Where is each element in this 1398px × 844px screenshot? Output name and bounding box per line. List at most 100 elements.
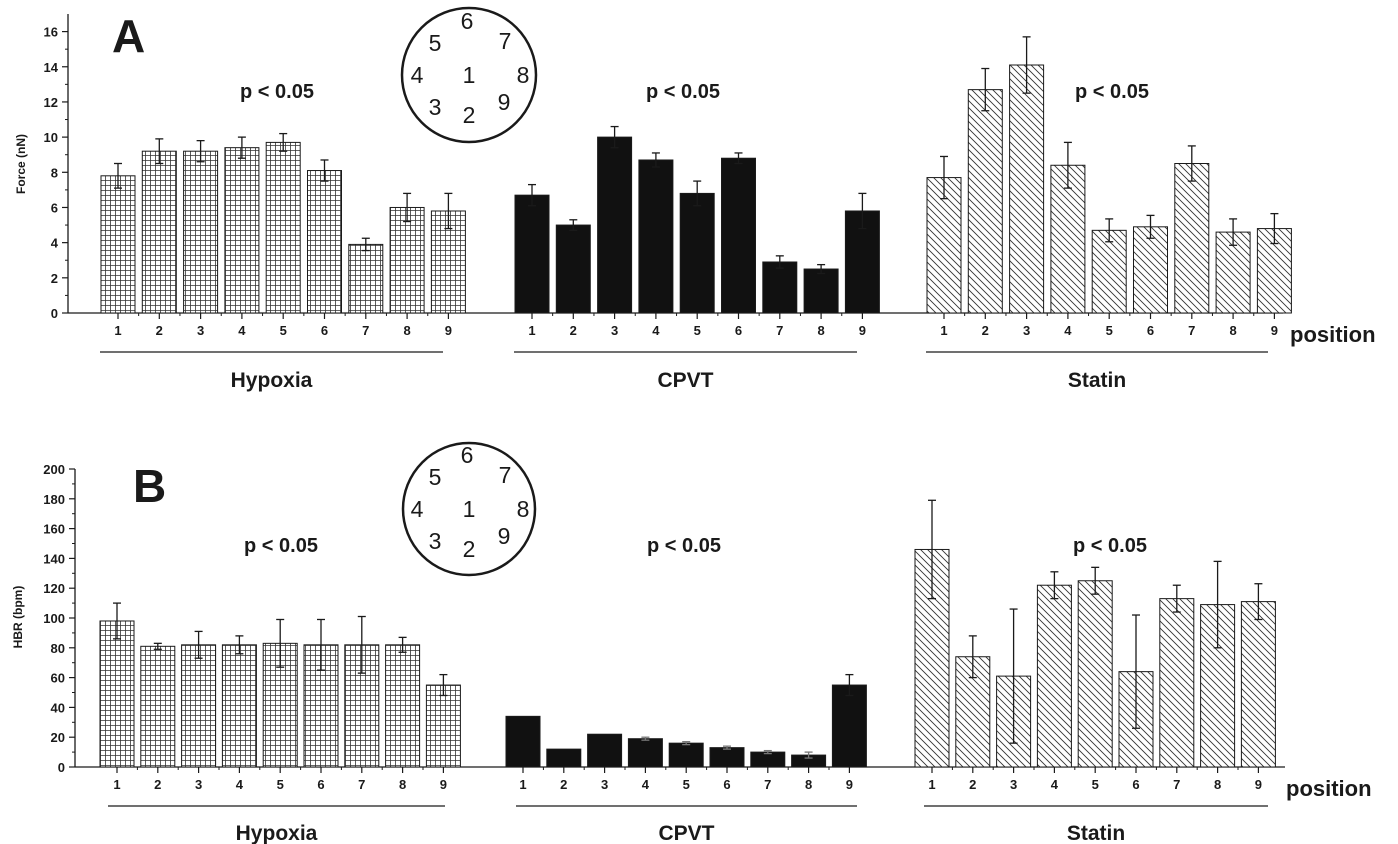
group-label: CPVT — [658, 822, 714, 844]
position-diagram-number: 8 — [517, 496, 530, 522]
y-tick-label: 100 — [43, 611, 65, 626]
y-tick-label: 0 — [51, 306, 58, 321]
x-tick-label: 8 — [1214, 777, 1221, 792]
x-tick-label: 5 — [277, 777, 284, 792]
position-diagram-number: 5 — [429, 464, 442, 490]
y-tick-label: 140 — [43, 551, 65, 566]
y-tick-label: 6 — [51, 200, 58, 215]
x-tick-label: 7 — [764, 777, 771, 792]
x-tick-label: 4 — [642, 777, 650, 792]
x-axis-title: position — [1286, 776, 1372, 801]
bar — [638, 159, 674, 314]
y-tick-label: 12 — [44, 95, 58, 110]
x-tick-label: 5 — [280, 323, 287, 338]
position-diagram-circle — [400, 6, 538, 144]
y-tick-label: 120 — [43, 581, 65, 596]
position-diagram-number: 7 — [499, 28, 512, 54]
x-tick-label: 6 — [1132, 777, 1139, 792]
bar — [100, 175, 136, 314]
x-tick-label: 6 — [317, 777, 324, 792]
bar — [750, 751, 786, 768]
x-tick-label: 1 — [114, 323, 121, 338]
position-diagram-number: 5 — [429, 30, 442, 56]
x-tick-label: 3 — [195, 777, 202, 792]
x-tick-label: 1 — [113, 777, 120, 792]
x-tick-label: 7 — [362, 323, 369, 338]
x-tick-label: 5 — [1092, 777, 1099, 792]
position-diagram-number: 3 — [429, 528, 442, 554]
p-value-label: p < 0.05 — [244, 535, 318, 557]
x-tick-label: 9 — [846, 777, 853, 792]
x-tick-label: 1 — [528, 323, 535, 338]
group-label: CPVT — [657, 369, 713, 392]
panel-letter: B — [133, 460, 166, 512]
position-diagram-number: 6 — [461, 8, 474, 34]
x-tick-label: 8 — [399, 777, 406, 792]
bar — [1091, 229, 1127, 314]
y-tick-label: 16 — [44, 25, 58, 40]
x-tick-label: 8 — [403, 323, 410, 338]
x-tick-label: 3 — [611, 323, 618, 338]
group-label: Statin — [1068, 369, 1126, 392]
bar — [668, 742, 704, 768]
y-tick-label: 10 — [44, 130, 58, 145]
x-tick-label: 6 — [735, 323, 742, 338]
position-diagram-number: 4 — [411, 62, 424, 88]
position-diagram-number: 2 — [463, 102, 476, 128]
y-tick-label: 180 — [43, 492, 65, 507]
x-tick-label: 4 — [652, 323, 660, 338]
y-tick-label: 4 — [51, 236, 59, 251]
position-diagram-number: 2 — [463, 536, 476, 562]
bar — [831, 684, 867, 768]
position-diagram-number: 1 — [463, 496, 476, 522]
position-diagram-number: 1 — [463, 62, 476, 88]
y-tick-label: 60 — [51, 671, 65, 686]
y-tick-label: 14 — [44, 60, 59, 75]
x-tick-label: 2 — [570, 323, 577, 338]
panel-letter: A — [112, 10, 145, 62]
y-tick-label: 160 — [43, 522, 65, 537]
x-tick-label: 4 — [238, 323, 246, 338]
x-tick-label: 5 — [1106, 323, 1113, 338]
bar — [955, 656, 991, 768]
bar — [221, 644, 257, 768]
bar — [1077, 580, 1113, 768]
x-tick-label: 7 — [358, 777, 365, 792]
bar — [587, 733, 623, 768]
position-diagram-number: 8 — [517, 62, 530, 88]
bar — [1036, 584, 1072, 768]
x-tick-label: 5 — [683, 777, 690, 792]
position-diagram-number: 9 — [498, 89, 511, 115]
bar — [627, 738, 663, 768]
bar — [514, 194, 550, 314]
bar — [721, 157, 756, 314]
x-tick-label: 8 — [817, 323, 824, 338]
y-axis-title: HBR (bpm) — [11, 586, 25, 649]
bar — [1174, 163, 1210, 314]
p-value-label: p < 0.05 — [647, 535, 721, 557]
y-tick-label: 40 — [51, 700, 65, 715]
x-tick-label: 7 — [1188, 323, 1195, 338]
x-tick-label: 8 — [805, 777, 812, 792]
x-tick-label: 3 — [1010, 777, 1017, 792]
x-tick-label: 3 — [601, 777, 608, 792]
group-label: Statin — [1067, 822, 1125, 844]
group-label: Hypoxia — [231, 369, 313, 392]
x-tick-label: 2 — [982, 323, 989, 338]
x-tick-label: 8 — [1229, 323, 1236, 338]
bar — [1009, 64, 1045, 314]
bar — [1133, 226, 1168, 314]
x-tick-label: 4 — [1051, 777, 1059, 792]
x-tick-label: 4 — [236, 777, 244, 792]
x-tick-label: 9 — [859, 323, 866, 338]
x-tick-label: 1 — [928, 777, 935, 792]
bar — [307, 170, 342, 314]
x-tick-label: 1 — [519, 777, 526, 792]
bar — [803, 268, 839, 314]
x-tick-label: 2 — [154, 777, 161, 792]
x-tick-label: 3 — [1023, 323, 1030, 338]
x-tick-label: 9 — [445, 323, 452, 338]
position-diagram-circle — [401, 441, 537, 577]
x-tick-label: 2 — [156, 323, 163, 338]
